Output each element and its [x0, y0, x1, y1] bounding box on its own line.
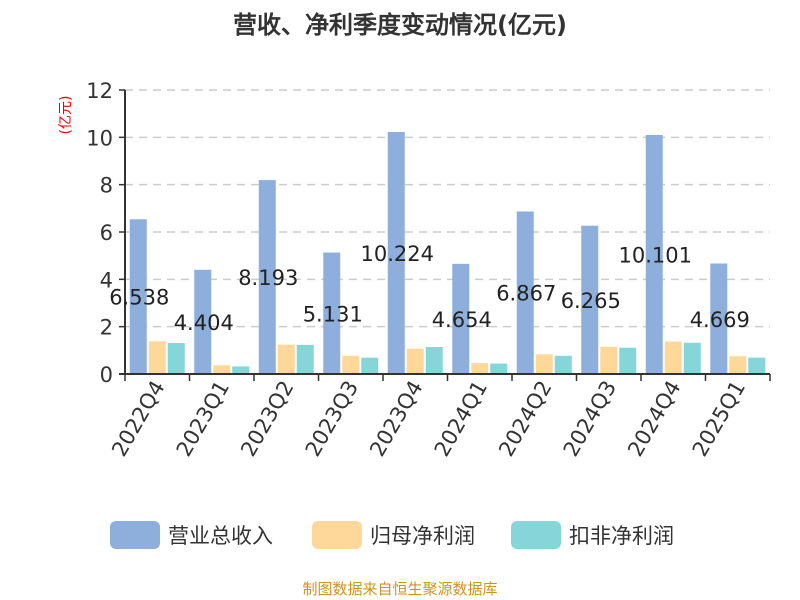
x-tick-label: 2024Q1: [430, 377, 492, 461]
y-tick-label: 10: [86, 126, 113, 150]
y-tick-label: 8: [100, 174, 113, 198]
bar-net-profit: [729, 356, 747, 374]
bar-revenue: [581, 225, 599, 374]
data-label: 4.669: [690, 308, 750, 332]
bar-revenue: [645, 134, 663, 374]
bar-deducted-net-profit: [619, 347, 637, 374]
data-label: 4.654: [432, 308, 492, 332]
data-label: 5.131: [303, 302, 363, 326]
bar-net-profit: [406, 348, 424, 374]
y-tick-label: 0: [100, 363, 113, 387]
bar-deducted-net-profit: [748, 357, 766, 374]
x-tick-label: 2024Q2: [494, 377, 556, 461]
bar-revenue: [323, 252, 341, 374]
bar-revenue: [194, 269, 212, 374]
x-tick-label: 2023Q2: [236, 377, 298, 461]
bar-net-profit: [277, 344, 295, 374]
bar-revenue: [387, 132, 405, 374]
chart-title: 营收、净利季度变动情况(亿元): [233, 11, 567, 39]
legend-label: 扣非净利润: [569, 524, 674, 548]
bar-revenue: [129, 219, 147, 374]
legend-swatch: [511, 521, 561, 549]
bar-deducted-net-profit: [554, 355, 572, 374]
bar-net-profit: [213, 365, 231, 374]
bar-deducted-net-profit: [296, 344, 314, 374]
bar-deducted-net-profit: [425, 347, 443, 374]
bar-deducted-net-profit: [361, 357, 379, 374]
legend-label: 营业总收入: [168, 524, 273, 548]
data-label: 10.224: [361, 242, 434, 266]
bar-net-profit: [471, 363, 489, 374]
y-tick-label: 6: [100, 221, 113, 245]
x-tick-label: 2023Q3: [301, 377, 363, 461]
legend-label: 归母净利润: [370, 524, 475, 548]
bar-net-profit: [148, 341, 166, 374]
footer-source: 制图数据来自恒生聚源数据库: [302, 580, 497, 598]
legend-swatch: [312, 521, 362, 549]
data-label: 6.265: [561, 289, 621, 313]
data-label: 10.101: [619, 243, 692, 267]
bar-net-profit: [535, 354, 553, 374]
bar-net-profit: [664, 341, 682, 374]
bar-deducted-net-profit: [683, 342, 701, 374]
bar-revenue: [258, 180, 276, 374]
legend-swatch: [110, 521, 160, 549]
data-label: 8.193: [238, 266, 298, 290]
x-tick-label: 2024Q3: [559, 377, 621, 461]
bar-revenue: [516, 211, 534, 374]
data-label: 6.538: [109, 286, 169, 310]
bar-deducted-net-profit: [232, 366, 250, 374]
bar-net-profit: [342, 355, 360, 374]
y-axis-label: (亿元): [58, 96, 74, 135]
x-tick-label: 2023Q1: [172, 377, 234, 461]
y-tick-label: 12: [86, 79, 113, 103]
x-tick-label: 2023Q4: [365, 377, 427, 461]
bar-net-profit: [600, 346, 618, 374]
bar-revenue: [452, 263, 470, 374]
x-tick-label: 2024Q4: [623, 377, 685, 461]
bar-deducted-net-profit: [490, 363, 508, 374]
x-tick-label: 2025Q1: [688, 377, 750, 461]
data-label: 6.867: [496, 282, 556, 306]
data-label: 4.404: [174, 311, 234, 335]
bar-revenue: [710, 263, 728, 374]
y-tick-label: 4: [100, 268, 113, 292]
bar-deducted-net-profit: [167, 342, 185, 374]
x-tick-label: 2022Q4: [107, 377, 169, 461]
y-tick-label: 2: [100, 316, 113, 340]
